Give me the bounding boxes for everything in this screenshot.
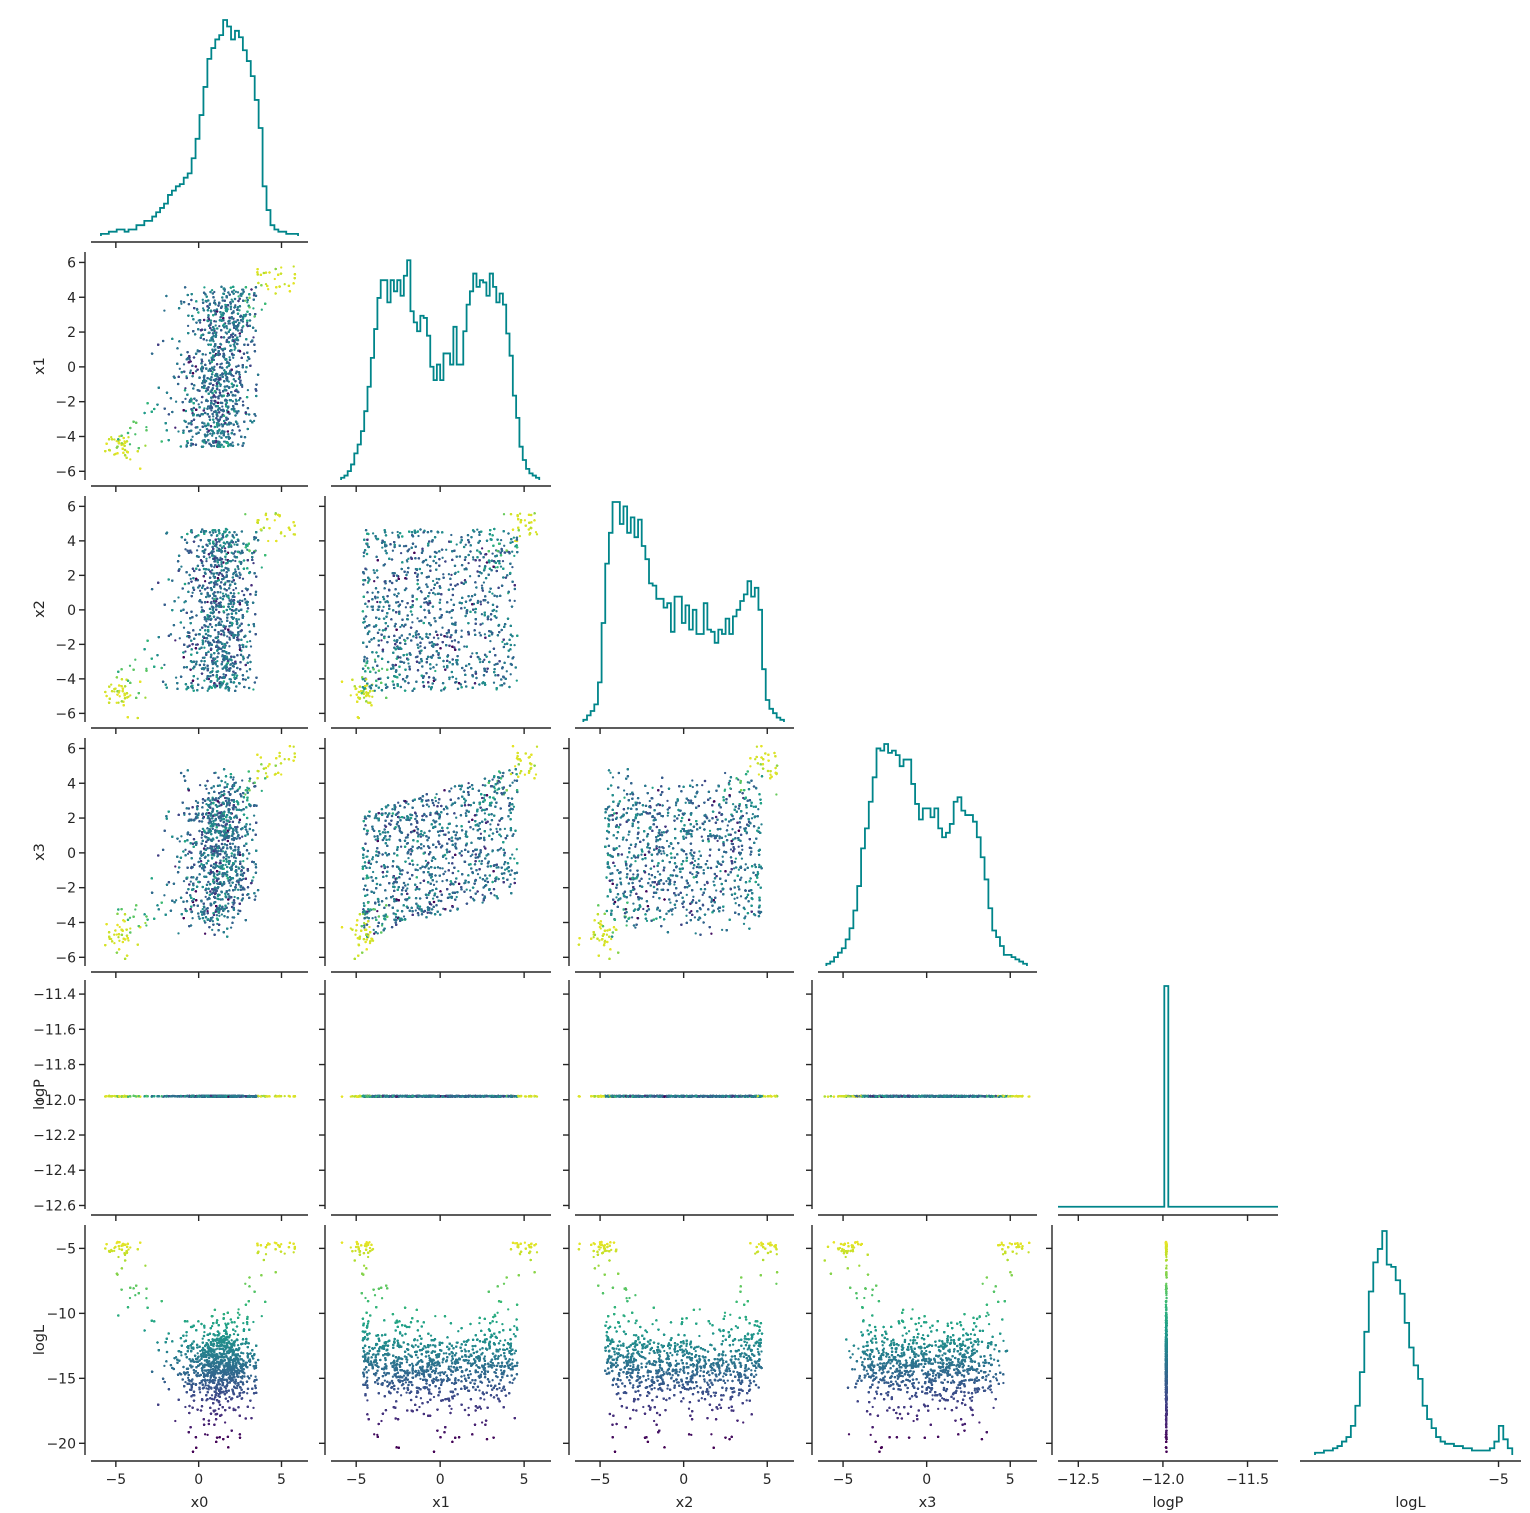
scatter-point: [230, 308, 232, 310]
scatter-point: [202, 299, 204, 301]
scatter-point: [129, 443, 131, 445]
scatter-point: [129, 458, 131, 460]
scatter-point: [226, 332, 228, 334]
scatter-point: [199, 429, 201, 431]
scatter-point: [209, 433, 211, 435]
scatter-point: [238, 309, 240, 311]
y-tick-label: −4: [55, 429, 76, 445]
y-tick-label: −2: [55, 395, 76, 411]
scatter-point: [228, 356, 230, 358]
scatter-point: [218, 389, 220, 391]
scatter-point: [265, 283, 267, 285]
scatter-point: [211, 435, 213, 437]
scatter-point: [274, 278, 276, 280]
scatter-point: [215, 437, 217, 439]
scatter-point: [235, 291, 237, 293]
scatter-points: [104, 265, 296, 469]
scatter-point: [191, 436, 193, 438]
y-tick-label: −6: [55, 464, 76, 480]
scatter-point: [118, 435, 120, 437]
scatter-point: [238, 399, 240, 401]
scatter-point: [215, 324, 217, 326]
scatter-point: [246, 322, 248, 324]
scatter-point: [215, 320, 217, 322]
scatter-point: [174, 427, 176, 429]
panel-x1-vs-x0: −6 −4 −2 0 2 4 6 x1: [32, 252, 308, 492]
scatter-point: [184, 398, 186, 400]
scatter-point: [233, 349, 235, 351]
scatter-point: [232, 400, 234, 402]
scatter-point: [110, 436, 112, 438]
scatter-point: [175, 401, 177, 403]
scatter-point: [211, 289, 213, 291]
scatter-point: [223, 440, 225, 442]
scatter-point: [231, 298, 233, 300]
scatter-point: [180, 303, 182, 305]
scatter-point: [221, 405, 223, 407]
scatter-point: [177, 430, 179, 432]
scatter-point: [227, 433, 229, 435]
scatter-point: [218, 435, 220, 437]
scatter-point: [190, 369, 192, 371]
scatter-point: [221, 362, 223, 364]
scatter-point: [242, 400, 244, 402]
histogram-x0: [101, 20, 298, 236]
panel-x0-vs-x0: [91, 20, 308, 248]
scatter-point: [116, 440, 118, 442]
scatter-point: [261, 309, 263, 311]
scatter-point: [213, 445, 215, 447]
scatter-point: [237, 295, 239, 297]
scatter-point: [267, 288, 269, 290]
scatter-point: [134, 433, 136, 435]
scatter-point: [163, 309, 165, 311]
scatter-point: [253, 420, 255, 422]
y-tick-label: 6: [67, 255, 76, 271]
scatter-point: [195, 370, 197, 372]
scatter-point: [145, 426, 147, 428]
scatter-point: [205, 353, 207, 355]
scatter-point: [252, 307, 254, 309]
scatter-point: [203, 286, 205, 288]
scatter-point: [246, 359, 248, 361]
scatter-point: [210, 409, 212, 411]
y-tick-label: 0: [67, 360, 76, 376]
scatter-point: [202, 307, 204, 309]
scatter-point: [227, 322, 229, 324]
scatter-point: [206, 339, 208, 341]
y-tick-label: 2: [67, 325, 76, 341]
scatter-point: [246, 301, 248, 303]
scatter-point: [113, 438, 115, 440]
scatter-point: [144, 445, 146, 447]
scatter-point: [246, 297, 248, 299]
scatter-point: [242, 289, 244, 291]
scatter-point: [218, 325, 220, 327]
scatter-point: [199, 321, 201, 323]
scatter-point: [252, 336, 254, 338]
scatter-point: [293, 265, 295, 267]
scatter-point: [201, 401, 203, 403]
scatter-point: [198, 403, 200, 405]
scatter-point: [183, 363, 185, 365]
scatter-point: [127, 436, 129, 438]
scatter-point: [237, 291, 239, 293]
scatter-point: [244, 300, 246, 302]
scatter-point: [239, 335, 241, 337]
scatter-point: [232, 357, 234, 359]
scatter-point: [187, 325, 189, 327]
scatter-point: [213, 366, 215, 368]
scatter-point: [280, 266, 282, 268]
y-tick-label: 4: [67, 290, 76, 306]
scatter-point: [203, 407, 205, 409]
scatter-point: [241, 327, 243, 329]
scatter-point: [231, 441, 233, 443]
scatter-point: [284, 283, 286, 285]
scatter-point: [214, 299, 216, 301]
scatter-point: [184, 387, 186, 389]
scatter-point: [212, 415, 214, 417]
scatter-point: [179, 368, 181, 370]
y-axis-label-x1: x1: [32, 357, 48, 375]
scatter-point: [226, 327, 228, 329]
scatter-point: [247, 389, 249, 391]
